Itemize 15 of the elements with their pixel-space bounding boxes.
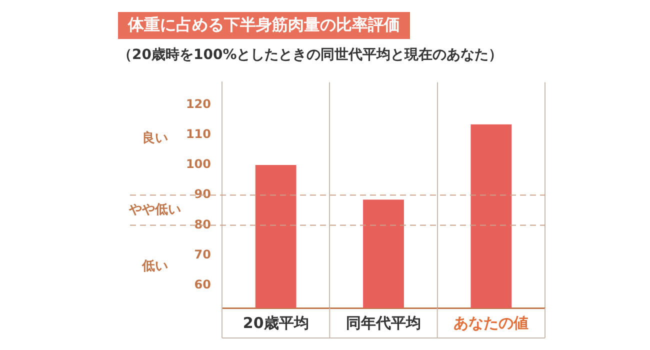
y-tick-label: 70 — [194, 247, 211, 262]
y-tick-label: 80 — [194, 217, 211, 232]
y-tick-label: 110 — [186, 127, 211, 142]
annotation: やや低い — [128, 202, 181, 218]
y-tick-label: 120 — [186, 96, 211, 111]
x-tick-label: 同年代平均 — [346, 314, 421, 332]
chart-title: 体重に占める下半身筋肉量の比率評価 — [118, 12, 410, 39]
annotation: 低い — [141, 258, 168, 274]
y-tick-label: 60 — [194, 278, 211, 292]
x-tick-label: 20歳平均 — [242, 314, 309, 332]
x-tick-label: あなたの値 — [454, 314, 529, 332]
chart-subtitle: （20歳時を100%としたときの同世代平均と現在のあなた） — [118, 46, 503, 64]
y-tick-label: 90 — [194, 187, 211, 202]
annotation: 良い — [142, 130, 168, 146]
y-tick-label: 100 — [186, 157, 211, 172]
